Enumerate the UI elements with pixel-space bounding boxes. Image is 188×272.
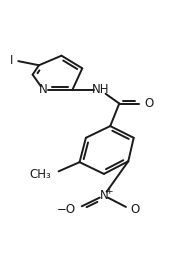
- Text: O: O: [145, 97, 154, 110]
- Text: NH: NH: [92, 84, 109, 97]
- Text: N: N: [100, 189, 108, 202]
- Text: N: N: [39, 84, 48, 97]
- Text: O: O: [130, 203, 139, 216]
- Text: CH₃: CH₃: [29, 168, 51, 181]
- Text: I: I: [10, 54, 14, 67]
- Text: −O: −O: [57, 203, 76, 216]
- Text: +: +: [105, 187, 113, 196]
